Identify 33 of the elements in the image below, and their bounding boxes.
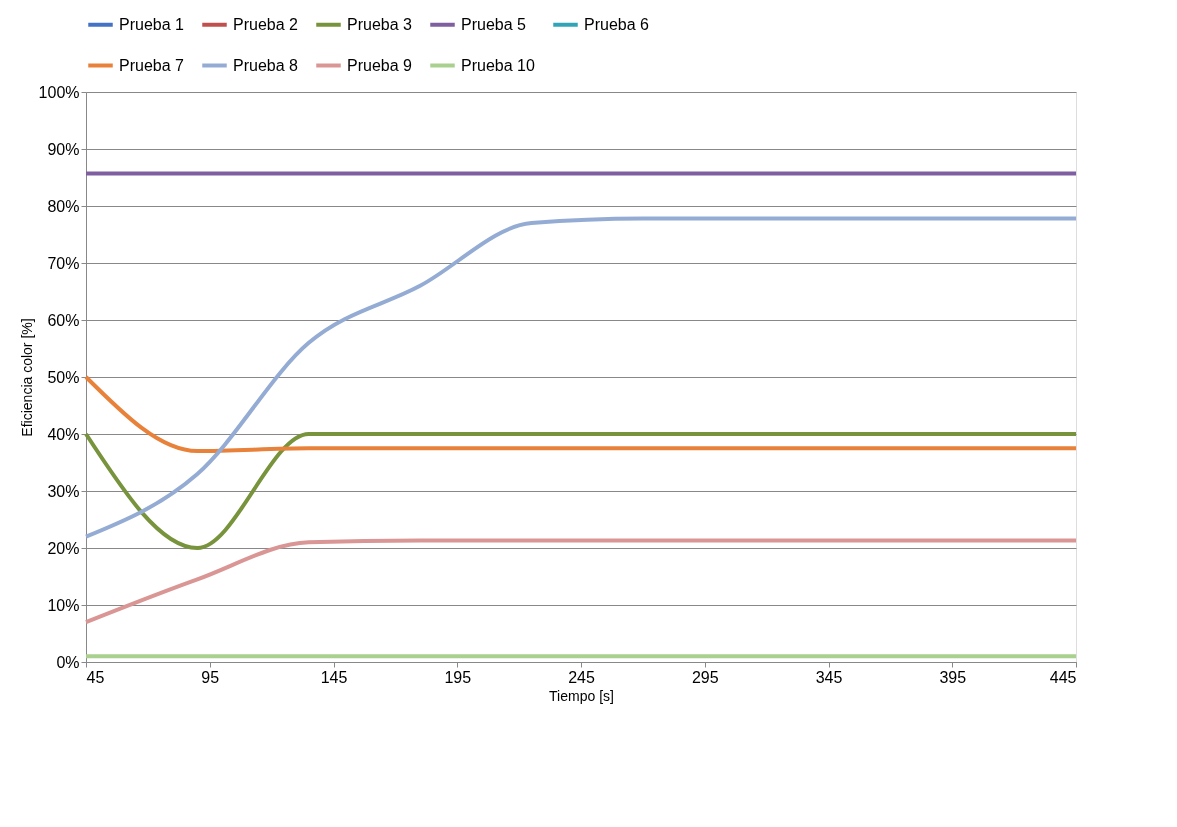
y-tick-label: 10% [47, 596, 80, 614]
legend-label: Prueba 8 [233, 56, 299, 74]
legend-label: Prueba 10 [461, 56, 535, 74]
legend-label: Prueba 9 [347, 56, 413, 74]
legend-label: Prueba 5 [461, 15, 527, 33]
y-axis-title: Eficiencia color [%] [18, 318, 35, 437]
y-tick-label: 30% [47, 482, 80, 500]
x-tick-label: 445 [1049, 668, 1077, 686]
legend-label: Prueba 1 [119, 15, 185, 33]
legend-label: Prueba 6 [584, 15, 650, 33]
x-tick-label: 145 [320, 668, 348, 686]
legend-label: Prueba 7 [119, 56, 185, 74]
y-tick-label: 40% [47, 425, 80, 443]
line-series [84, 538, 1078, 625]
y-tick-label: 0% [56, 653, 80, 671]
y-tick-label: 50% [47, 368, 80, 386]
y-tick-label: 100% [38, 83, 80, 101]
legend-label: Prueba 2 [233, 15, 299, 33]
y-tick-label: 20% [47, 539, 80, 557]
y-tick-label: 60% [47, 311, 80, 329]
line-series [84, 216, 1078, 539]
legend-label: Prueba 3 [347, 15, 413, 33]
x-axis-title: Tiempo [s] [549, 687, 614, 704]
x-tick-label: 345 [815, 668, 843, 686]
y-tick-label: 70% [47, 254, 80, 272]
x-tick-label: 195 [444, 668, 472, 686]
x-tick-label: 95 [201, 668, 220, 686]
x-tick-label: 245 [568, 668, 595, 686]
x-tick-label: 295 [691, 668, 719, 686]
x-tick-label: 395 [939, 668, 967, 686]
x-tick-label: 45 [86, 668, 105, 686]
y-tick-label: 90% [47, 140, 80, 158]
y-tick-label: 80% [47, 197, 80, 215]
